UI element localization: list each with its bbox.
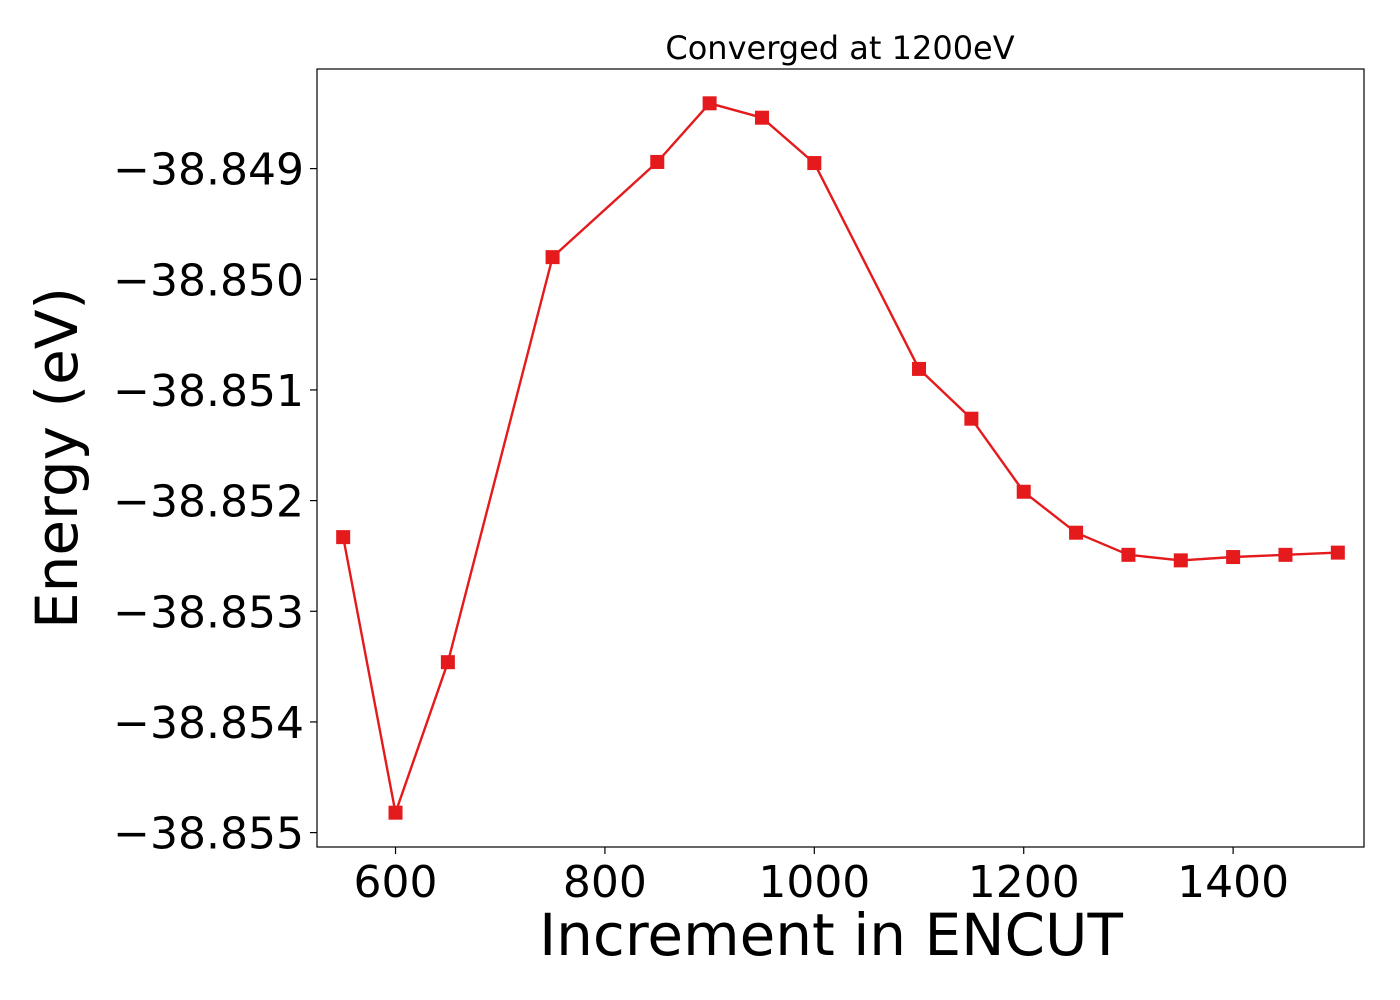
y-tick-label: −38.855	[113, 809, 304, 860]
data-point-marker	[1121, 547, 1136, 562]
y-tick-label: −38.851	[113, 366, 304, 417]
y-tick-label: −38.854	[113, 698, 304, 749]
x-axis-ticks: 600 800 1000 1200 1400	[354, 847, 1289, 908]
data-point-marker	[1173, 553, 1188, 568]
data-point-marker	[440, 655, 455, 670]
x-tick-label: 600	[354, 857, 438, 908]
data-point-marker	[1069, 525, 1084, 540]
y-axis-title: Energy (eV)	[23, 287, 91, 629]
y-tick-label: −38.853	[113, 587, 304, 638]
x-axis-title: Increment in ENCUT	[539, 901, 1123, 969]
x-tick-label: 1200	[968, 857, 1080, 908]
data-point-marker	[807, 156, 822, 171]
y-tick-label: −38.849	[113, 145, 304, 196]
data-point-marker	[388, 805, 403, 820]
series-group	[336, 96, 1345, 820]
data-point-marker	[702, 96, 717, 111]
data-point-marker	[754, 110, 769, 125]
data-point-marker	[336, 530, 351, 545]
data-point-marker	[912, 361, 927, 376]
data-point-marker	[1330, 545, 1345, 560]
data-point-marker	[545, 250, 560, 265]
x-tick-label: 800	[563, 857, 647, 908]
y-axis-ticks: −38.855 −38.854 −38.853 −38.852 −38.851 −38.8…	[113, 145, 317, 860]
plot-background	[317, 69, 1364, 847]
plot-frame	[316, 68, 1365, 848]
y-tick-label: −38.852	[113, 477, 304, 528]
y-tick-label: −38.850	[113, 255, 304, 306]
data-point-marker	[1226, 550, 1241, 565]
data-point-marker	[1278, 547, 1293, 562]
x-tick-label: 1400	[1177, 857, 1289, 908]
chart-title: Converged at 1200eV	[665, 29, 1014, 67]
data-point-marker	[1016, 484, 1031, 499]
data-point-marker	[964, 411, 979, 426]
data-point-marker	[650, 154, 665, 169]
x-tick-label: 1000	[758, 857, 870, 908]
